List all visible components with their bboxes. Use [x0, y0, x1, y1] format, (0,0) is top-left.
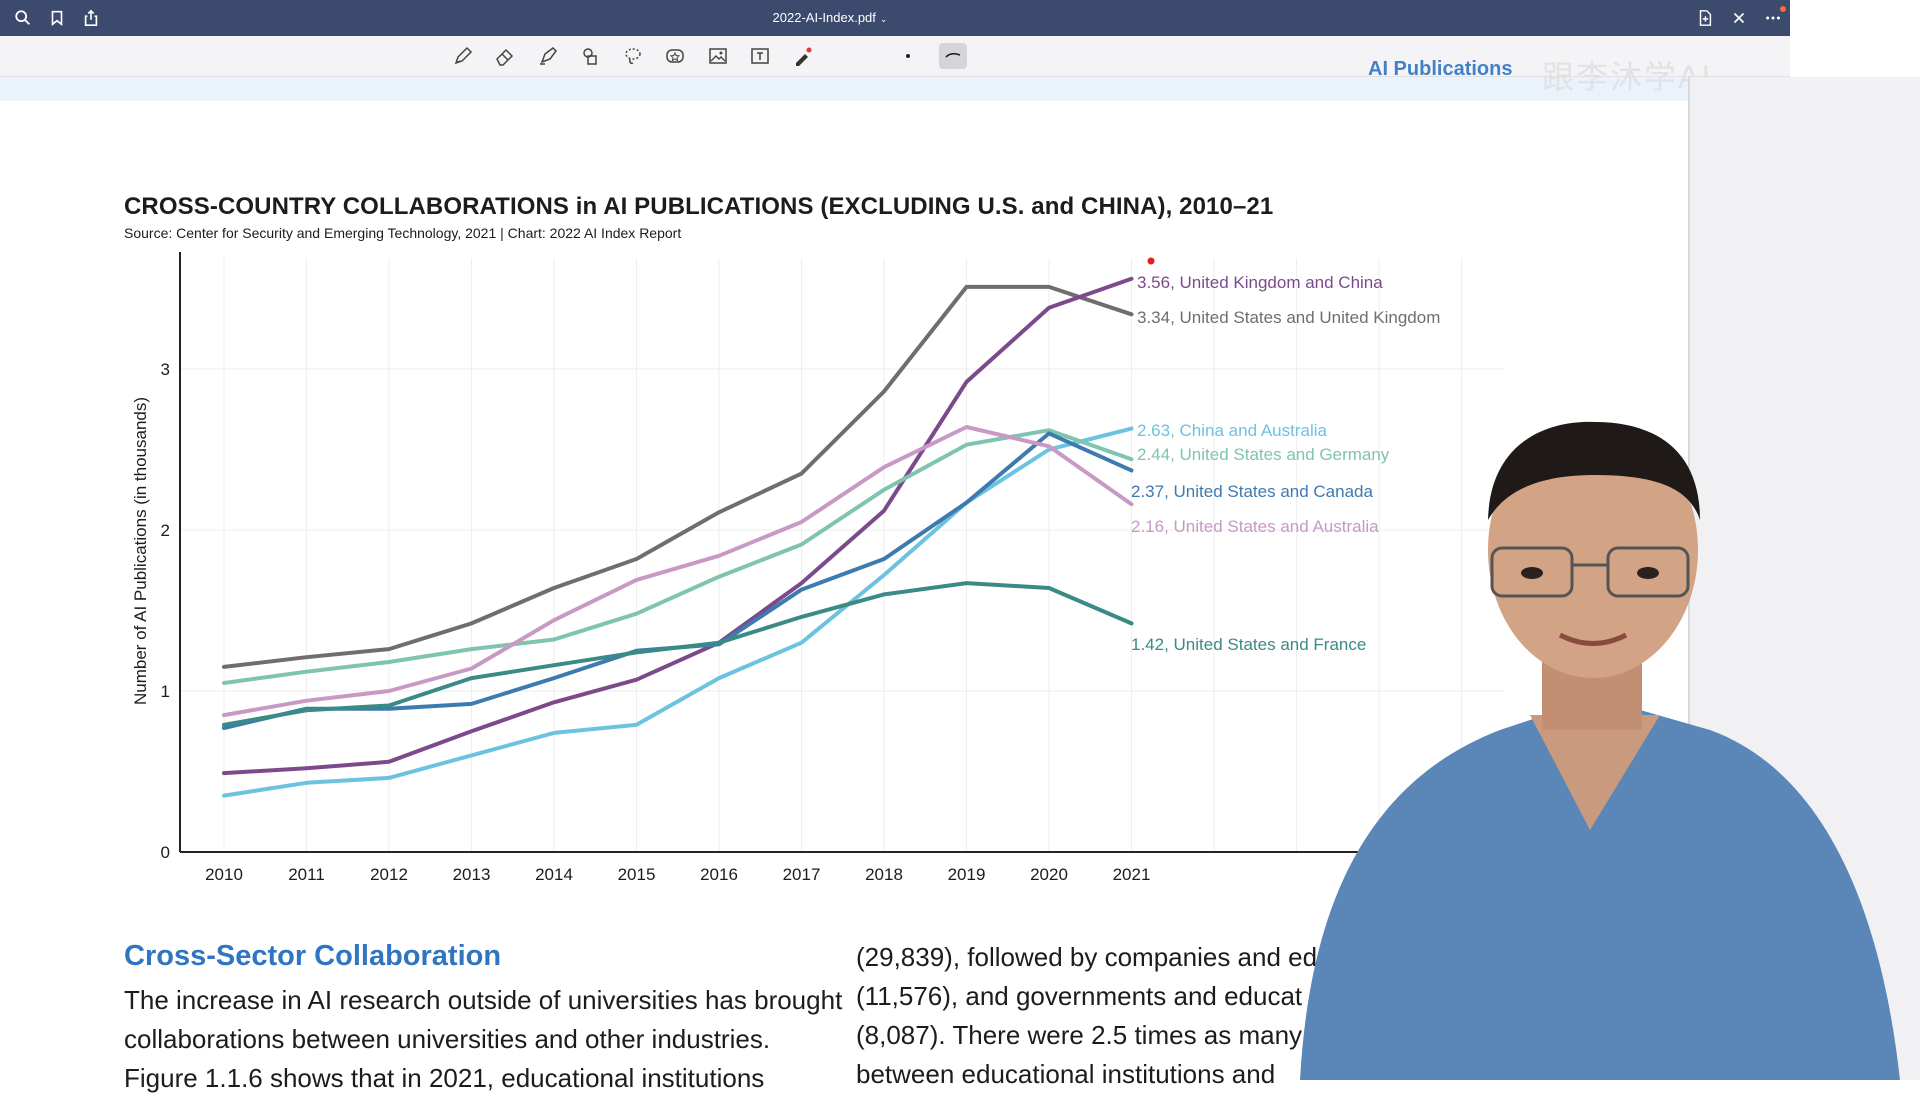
search-icon[interactable] [12, 7, 34, 29]
data-label: 1.42, United States and France [1131, 635, 1366, 654]
page-header-strip [0, 77, 1688, 101]
y-tick-label: 2 [161, 521, 170, 540]
watermark: 跟李沐学AI [1542, 59, 1713, 95]
chart-source: Source: Center for Security and Emerging… [124, 225, 682, 241]
series-line [222, 431, 1134, 730]
y-axis-label: Number of AI Publications (in thousands) [131, 397, 150, 705]
shapes-icon[interactable] [576, 43, 604, 69]
x-tick-label: 2010 [205, 865, 243, 884]
x-tick-label: 2015 [618, 865, 656, 884]
document-title[interactable]: 2022-AI-Index.pdf ⌄ [0, 10, 1660, 25]
paragraph-line: Figure 1.1.6 shows that in 2021, educati… [124, 1063, 765, 1093]
series-line [222, 425, 1134, 718]
close-icon[interactable] [1728, 7, 1750, 29]
paragraph-line: collaborations between universities and … [124, 1024, 771, 1054]
recording-indicator [1780, 6, 1786, 12]
left-paragraph: The increase in AI research outside of u… [124, 981, 842, 1098]
series-line [222, 276, 1134, 776]
stroke-style-icon[interactable] [939, 43, 967, 69]
series-line [222, 426, 1134, 798]
annotation-toolbar [0, 36, 1790, 77]
highlighter-icon[interactable] [534, 43, 562, 69]
x-tick-label: 2011 [288, 865, 325, 884]
dot-size-icon[interactable] [894, 43, 922, 69]
paragraph-line: (8,087). There were 2.5 times as many c [856, 1020, 1323, 1050]
lasso-icon[interactable] [619, 43, 647, 69]
laser-pointer-icon[interactable] [789, 43, 817, 69]
document-title-text: 2022-AI-Index.pdf [772, 10, 876, 25]
paragraph-line: (11,576), and governments and educat [856, 981, 1303, 1011]
paragraph-line: (29,839), followed by companies and edu [856, 942, 1332, 972]
text-box-icon[interactable] [746, 43, 774, 69]
y-tick-label: 3 [161, 360, 170, 379]
data-label: 2.63, China and Australia [1137, 421, 1328, 440]
x-tick-label: 2016 [700, 865, 738, 884]
y-tick-label: 1 [161, 682, 170, 701]
x-tick-label: 2018 [865, 865, 903, 884]
data-label: 2.37, United States and Canada [1131, 482, 1373, 501]
chevron-down-icon: ⌄ [879, 14, 888, 24]
paragraph-line: The increase in AI research outside of u… [124, 985, 843, 1015]
series-line [222, 284, 1134, 669]
image-icon[interactable] [704, 43, 732, 69]
presenter-video-overlay [1300, 421, 1900, 1080]
x-tick-label: 2012 [370, 865, 408, 884]
x-tick-label: 2013 [453, 865, 491, 884]
data-label: 2.16, United States and Australia [1131, 517, 1379, 536]
sticker-icon[interactable] [661, 43, 689, 69]
share-icon[interactable] [80, 7, 102, 29]
laser-pointer-dot [1147, 257, 1155, 265]
series-line [222, 581, 1134, 727]
section-heading: Cross-Sector Collaboration [124, 940, 502, 972]
chart-title: CROSS-COUNTRY COLLABORATIONS in AI PUBLI… [124, 193, 1274, 220]
data-label: 3.34, United States and United Kingdom [1137, 308, 1440, 327]
x-tick-label: 2017 [783, 865, 821, 884]
data-label: 2.44, United States and Germany [1137, 445, 1390, 464]
pen-icon[interactable] [449, 43, 477, 69]
section-header-link[interactable]: AI Publications [1368, 58, 1513, 80]
window-titlebar: 2022-AI-Index.pdf ⌄ [0, 0, 1790, 36]
x-tick-label: 2019 [948, 865, 986, 884]
add-page-icon[interactable] [1694, 7, 1716, 29]
x-tick-label: 2021 [1113, 865, 1151, 884]
x-tick-label: 2020 [1030, 865, 1068, 884]
bookmark-icon[interactable] [46, 7, 68, 29]
series-line [222, 428, 1134, 685]
more-icon[interactable] [1762, 7, 1784, 29]
data-label: 3.56, United Kingdom and China [1137, 273, 1383, 292]
x-tick-label: 2014 [535, 865, 573, 884]
y-tick-label: 0 [161, 843, 170, 862]
eraser-icon[interactable] [491, 43, 519, 69]
right-paragraph: (29,839), followed by companies and edu … [856, 938, 1332, 1094]
